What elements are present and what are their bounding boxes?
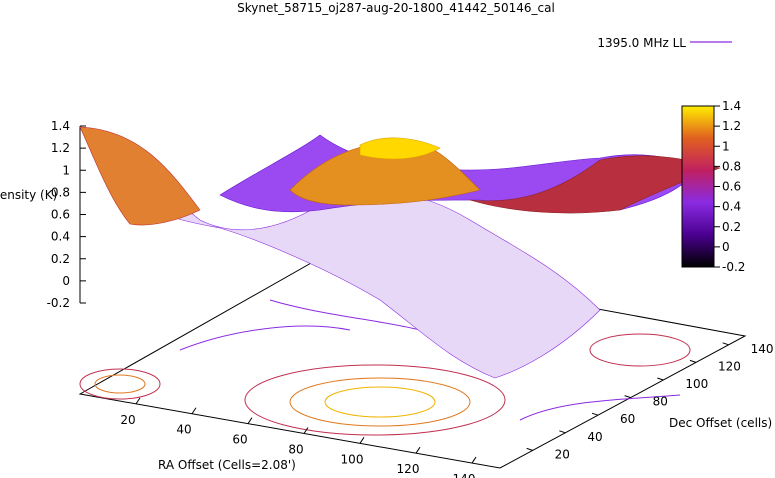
colorbar-tick-label: 1.2 (722, 119, 741, 133)
z-tick-label: 0.2 (51, 252, 70, 266)
y-tick-label: 20 (555, 447, 570, 461)
z-tick-label: 1.4 (51, 119, 70, 133)
colorbar-tick-label: -0.2 (722, 260, 745, 274)
colorbar-ticks: 1.4 1.2 1 0.8 0.6 0.4 0.2 0 -0.2 (714, 99, 745, 274)
x-tick-mark (415, 446, 421, 454)
z-tick-label: 0.8 (51, 185, 70, 199)
x-tick-label: 140 (453, 472, 476, 478)
y-axis-label: Dec Offset (cells) (669, 416, 772, 430)
z-tick-label: 0.6 (51, 208, 70, 222)
x-tick-label: 40 (176, 423, 191, 437)
legend-label: 1395.0 MHz LL (597, 36, 686, 50)
y-tick-mark (689, 359, 697, 363)
x-tick-mark (359, 437, 365, 444)
y-tick-mark (559, 430, 566, 434)
y-tick-label: 100 (685, 377, 708, 391)
y-tick-label: 60 (620, 412, 635, 426)
z-axis-label: Intensity (K) (0, 188, 57, 202)
z-tick-label: 0.4 (51, 230, 70, 244)
x-tick-mark (135, 397, 141, 405)
colorbar-tick-label: 0.4 (722, 200, 741, 214)
y-tick-label: 120 (718, 359, 741, 373)
x-axis-label: RA Offset (Cells=2.08') (158, 458, 296, 472)
x-tick-label: 100 (341, 452, 364, 466)
x-tick-label: 120 (397, 462, 420, 476)
y-tick-label: 40 (587, 430, 602, 444)
y-tick-mark (722, 342, 729, 346)
y-tick-label: 80 (653, 395, 668, 409)
x-tick-mark (471, 456, 477, 464)
colorbar-tick-label: 0.2 (722, 220, 741, 234)
z-tick-label: 1.2 (51, 141, 70, 155)
x-tick-mark (191, 407, 197, 415)
x-tick-label: 60 (232, 433, 247, 447)
colorbar-tick-label: 0.8 (722, 159, 741, 173)
colorbar-tick-label: 0 (722, 240, 730, 254)
y-tick-mark (526, 447, 533, 451)
base-contours (79, 299, 691, 436)
x-ticks: 20 40 60 80 100 120 140 (120, 397, 477, 478)
z-tick-label: 1 (62, 163, 70, 177)
y-ticks: 20 40 60 80 100 120 140 (526, 342, 774, 461)
z-tick-label: 0 (62, 274, 70, 288)
colorbar-tick-label: 0.6 (722, 180, 741, 194)
z-tick-label: -0.2 (47, 296, 70, 310)
x-tick-label: 20 (120, 413, 135, 427)
y-tick-mark (657, 377, 664, 381)
colorbar-tick-label: 1.4 (722, 99, 741, 113)
chart-title: Skynet_58715_oj287-aug-20-1800_41442_501… (237, 1, 555, 15)
z-ticks: 1.4 1.2 1 0.8 0.6 0.4 0.2 0 -0.2 (47, 119, 86, 310)
y-tick-label: 140 (751, 342, 774, 356)
y-tick-mark (624, 395, 631, 399)
y-tick-mark (591, 412, 599, 416)
colorbar-tick-label: 1 (722, 139, 730, 153)
x-tick-label: 80 (288, 442, 303, 456)
colorbar (681, 105, 715, 268)
surface-mesh (79, 126, 722, 379)
x-tick-mark (303, 427, 309, 434)
x-tick-mark (247, 417, 253, 424)
